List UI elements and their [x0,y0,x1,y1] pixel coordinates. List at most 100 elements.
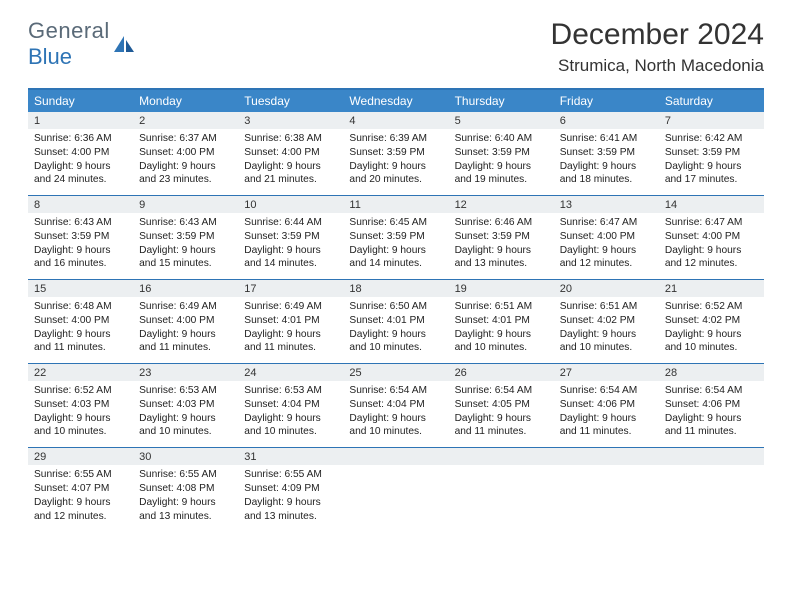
day-cell: Sunrise: 6:39 AMSunset: 3:59 PMDaylight:… [343,129,448,195]
day-cell: Sunrise: 6:55 AMSunset: 4:08 PMDaylight:… [133,465,238,531]
daynum-row: 891011121314 [28,196,764,213]
daynum-row: 293031 [28,448,764,465]
daylight-text2: and 14 minutes. [244,257,337,271]
daylight-text: Daylight: 9 hours [349,328,442,342]
week: 1234567Sunrise: 6:36 AMSunset: 4:00 PMDa… [28,112,764,195]
daylight-text2: and 24 minutes. [34,173,127,187]
sunset-text: Sunset: 4:01 PM [349,314,442,328]
day-number: 21 [659,280,764,297]
daylight-text2: and 11 minutes. [455,425,548,439]
daylight-text: Daylight: 9 hours [34,412,127,426]
daylight-text: Daylight: 9 hours [665,412,758,426]
daylight-text: Daylight: 9 hours [244,160,337,174]
daylight-text: Daylight: 9 hours [560,328,653,342]
sunset-text: Sunset: 4:00 PM [139,314,232,328]
daylight-text2: and 13 minutes. [455,257,548,271]
sunset-text: Sunset: 4:00 PM [139,146,232,160]
daylight-text2: and 21 minutes. [244,173,337,187]
day-label: Friday [554,90,659,112]
sunrise-text: Sunrise: 6:52 AM [665,300,758,314]
daylight-text: Daylight: 9 hours [34,496,127,510]
sunset-text: Sunset: 4:07 PM [34,482,127,496]
daylight-text: Daylight: 9 hours [455,244,548,258]
daylight-text2: and 11 minutes. [665,425,758,439]
week: 293031Sunrise: 6:55 AMSunset: 4:07 PMDay… [28,447,764,531]
daylight-text2: and 10 minutes. [349,341,442,355]
daylight-text2: and 15 minutes. [139,257,232,271]
daylight-text2: and 18 minutes. [560,173,653,187]
daylight-text2: and 12 minutes. [34,510,127,524]
day-number [554,448,659,465]
header: General Blue December 2024 Strumica, Nor… [0,0,792,82]
sunset-text: Sunset: 4:01 PM [455,314,548,328]
sunset-text: Sunset: 4:06 PM [665,398,758,412]
sunset-text: Sunset: 4:00 PM [244,146,337,160]
day-cell: Sunrise: 6:53 AMSunset: 4:03 PMDaylight:… [133,381,238,447]
sunrise-text: Sunrise: 6:43 AM [34,216,127,230]
month-title: December 2024 [551,18,764,52]
sunset-text: Sunset: 4:00 PM [665,230,758,244]
day-cell: Sunrise: 6:36 AMSunset: 4:00 PMDaylight:… [28,129,133,195]
daylight-text: Daylight: 9 hours [455,412,548,426]
daynum-row: 1234567 [28,112,764,129]
daylight-text2: and 10 minutes. [665,341,758,355]
day-cell: Sunrise: 6:52 AMSunset: 4:03 PMDaylight:… [28,381,133,447]
sunrise-text: Sunrise: 6:41 AM [560,132,653,146]
day-cell: Sunrise: 6:44 AMSunset: 3:59 PMDaylight:… [238,213,343,279]
day-number: 3 [238,112,343,129]
day-cell: Sunrise: 6:40 AMSunset: 3:59 PMDaylight:… [449,129,554,195]
daylight-text: Daylight: 9 hours [244,328,337,342]
logo: General Blue [28,18,136,70]
sunrise-text: Sunrise: 6:53 AM [244,384,337,398]
day-label: Saturday [659,90,764,112]
day-cell: Sunrise: 6:51 AMSunset: 4:02 PMDaylight:… [554,297,659,363]
sunset-text: Sunset: 4:01 PM [244,314,337,328]
day-number: 23 [133,364,238,381]
daylight-text2: and 17 minutes. [665,173,758,187]
daylight-text2: and 10 minutes. [139,425,232,439]
daylight-text: Daylight: 9 hours [455,328,548,342]
day-cell: Sunrise: 6:43 AMSunset: 3:59 PMDaylight:… [133,213,238,279]
daylight-text: Daylight: 9 hours [560,160,653,174]
day-cell: Sunrise: 6:55 AMSunset: 4:07 PMDaylight:… [28,465,133,531]
daylight-text: Daylight: 9 hours [34,160,127,174]
daylight-text2: and 19 minutes. [455,173,548,187]
sunrise-text: Sunrise: 6:48 AM [34,300,127,314]
day-label: Sunday [28,90,133,112]
sunrise-text: Sunrise: 6:44 AM [244,216,337,230]
daylight-text2: and 11 minutes. [244,341,337,355]
day-cell: Sunrise: 6:54 AMSunset: 4:06 PMDaylight:… [554,381,659,447]
week: 22232425262728Sunrise: 6:52 AMSunset: 4:… [28,363,764,447]
daylight-text2: and 10 minutes. [455,341,548,355]
day-cell: Sunrise: 6:37 AMSunset: 4:00 PMDaylight:… [133,129,238,195]
day-label: Thursday [449,90,554,112]
daylight-text: Daylight: 9 hours [349,244,442,258]
sunrise-text: Sunrise: 6:55 AM [34,468,127,482]
daylight-text: Daylight: 9 hours [349,160,442,174]
day-cell [343,465,448,531]
daylight-text2: and 10 minutes. [34,425,127,439]
sunset-text: Sunset: 4:08 PM [139,482,232,496]
daylight-text2: and 10 minutes. [349,425,442,439]
day-number: 26 [449,364,554,381]
sunset-text: Sunset: 3:59 PM [665,146,758,160]
daylight-text2: and 10 minutes. [244,425,337,439]
sunrise-text: Sunrise: 6:54 AM [455,384,548,398]
sunset-text: Sunset: 4:02 PM [665,314,758,328]
day-number: 14 [659,196,764,213]
day-number: 13 [554,196,659,213]
sunrise-text: Sunrise: 6:43 AM [139,216,232,230]
day-cell: Sunrise: 6:46 AMSunset: 3:59 PMDaylight:… [449,213,554,279]
week: 15161718192021Sunrise: 6:48 AMSunset: 4:… [28,279,764,363]
day-number [449,448,554,465]
day-cell: Sunrise: 6:54 AMSunset: 4:04 PMDaylight:… [343,381,448,447]
sunrise-text: Sunrise: 6:53 AM [139,384,232,398]
sunrise-text: Sunrise: 6:49 AM [244,300,337,314]
day-number: 30 [133,448,238,465]
sunset-text: Sunset: 4:05 PM [455,398,548,412]
daylight-text: Daylight: 9 hours [665,244,758,258]
sunrise-text: Sunrise: 6:36 AM [34,132,127,146]
logo-sail-icon [114,36,136,54]
day-label: Wednesday [343,90,448,112]
sunrise-text: Sunrise: 6:47 AM [560,216,653,230]
